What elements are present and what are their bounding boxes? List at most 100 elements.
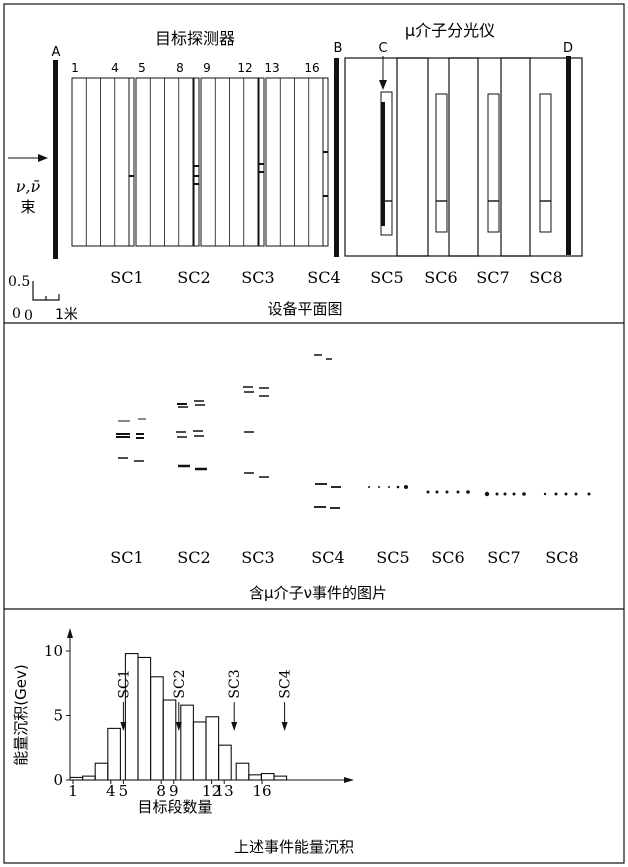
x-tick-label: 13 [215,782,234,800]
setup-caption: 设备平面图 [267,300,342,318]
spark-dot [503,492,507,496]
module-number: 12 [237,61,252,75]
x-axis-label: 目标段数量 [137,798,212,816]
spark-dot [396,485,400,489]
spark-dot [426,490,430,494]
beam-arrow-head [38,154,48,162]
spark-chamber-sc8 [539,93,552,233]
chamber-label: SC1 [110,268,143,287]
energy-bar [260,772,275,781]
c-arrow-head [379,80,387,90]
chamber-label: SC4 [311,548,344,567]
spark-dot [564,492,568,496]
chamber-label: SC2 [177,268,210,287]
chamber-label: SC5 [370,268,403,287]
chamber-marker-label: SC3 [227,669,243,698]
magnet [344,57,429,257]
beam-label-nu: ν,ν̄ [16,177,41,196]
energy-bar [205,716,220,781]
spark-chamber-sc7 [487,93,500,233]
magnet [500,57,583,257]
event-caption: 含μ介子ν事件的图片 [249,584,387,602]
spark-chamber-sc4 [322,77,329,247]
energy-bar [82,775,96,781]
x-tick-label: 16 [252,782,271,800]
chart-caption: 上述事件能量沉积 [234,838,354,856]
magnet [448,57,531,257]
chamber-label: SC3 [241,268,274,287]
module-number: 8 [176,61,184,75]
plane-a [53,60,58,259]
spark-dot [554,492,558,496]
spark-dot [456,490,460,494]
chamber-marker-arrowhead [231,722,238,731]
spark-dot [404,485,408,489]
chamber-label: SC7 [487,548,520,567]
panel-setup-plan: 目标探测器 μ介子分光仪 A B C D 1 4 5 8 9 12 13 16 … [8,21,583,324]
chamber-marker-label: SC1 [116,669,132,698]
spark-dot [495,492,499,496]
energy-bar [137,656,152,781]
energy-bar [180,704,194,781]
scale-unit: 1米 [55,307,78,323]
chamber-label: SC7 [476,268,509,287]
x-tick-label: 12 [202,782,221,800]
energy-bar [218,744,232,781]
chamber-marker-label: SC4 [278,669,294,698]
energy-bar [107,727,121,781]
chart-markers: SC1 SC2 SC3 SC4 [116,669,294,731]
chamber-label: SC6 [424,268,457,287]
energy-bar [192,721,207,781]
chamber-label: SC2 [177,548,210,567]
chamber-marker-arrowhead [175,722,182,731]
module-number: 5 [138,61,146,75]
scale-bar [32,281,60,301]
outer-frame [3,3,625,864]
chamber-label: SC8 [529,268,562,287]
y-tick-label: 10 [44,642,63,660]
panel-event-picture: SC1 SC2 SC3 SC4 SC5 SC6 SC7 SC8 含μ介子ν事件的图片 [110,354,591,602]
chamber-label: SC3 [241,548,274,567]
scale-top: 0.5 [8,274,30,290]
y-tick-label: 0 [53,771,63,789]
x-tick-label: 4 [106,782,116,800]
spark-dot [466,490,470,494]
module-number: 9 [203,61,211,75]
energy-bar [150,676,164,781]
spark-dot [587,492,591,496]
energy-bar [69,776,84,781]
spark-chamber-sc3 [258,77,265,247]
chart-bars [69,653,288,781]
chamber-label: SC8 [545,548,578,567]
chamber-label: SC4 [307,268,340,287]
chamber-marker-arrowhead [120,722,127,731]
magnet [396,57,479,257]
y-axis-label: 能量沉积(Gev) [12,664,30,765]
energy-bar [273,775,288,781]
spark-dot [543,492,547,496]
target-modules [71,77,324,247]
x-tick-label: 8 [156,782,166,800]
module-number: 13 [264,61,279,75]
chamber-marker-label: SC2 [172,669,188,698]
spark-chambers-target [128,77,329,247]
x-tick-label: 5 [119,782,129,800]
scale-zero: 0 [12,306,21,322]
spark-chamber-sc2 [193,77,200,247]
module-number: 1 [71,61,79,75]
y-axis-arrow [67,628,73,638]
spark-dot [388,486,390,488]
spark-dot [368,486,370,488]
spectrometer-title: μ介子分光仪 [405,21,495,40]
chamber-labels-event: SC1 SC2 SC3 SC4 SC5 SC6 SC7 SC8 [110,548,578,567]
module-number: 4 [111,61,119,75]
spark-dot [522,492,526,496]
plane-b [334,58,339,257]
spark-dot [512,492,516,496]
scale-zero-2: 0 [24,308,33,324]
spark-dot [445,490,449,494]
spark-dot [435,490,439,494]
